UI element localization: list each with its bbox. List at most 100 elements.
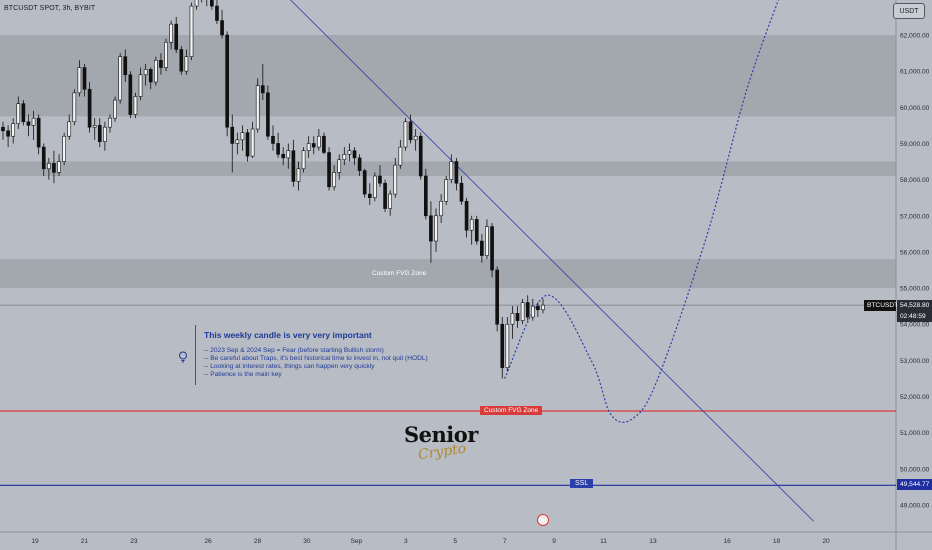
candle-body-down	[429, 215, 433, 242]
candle	[383, 179, 387, 213]
x-tick-label: 3	[404, 538, 408, 545]
candle	[291, 139, 296, 187]
candle-body-up	[240, 132, 245, 141]
candle	[541, 298, 545, 314]
candle-body-up	[342, 154, 347, 161]
candle	[72, 89, 77, 126]
candle	[454, 157, 459, 191]
event-marker-icon[interactable]	[537, 514, 549, 526]
candle	[159, 53, 163, 75]
candle	[424, 168, 428, 220]
y-tick-label: 55,000.00	[900, 286, 930, 293]
candle	[235, 132, 240, 155]
candle-body-up	[393, 164, 398, 195]
candle-body-down	[6, 130, 10, 137]
candle-body-down	[26, 121, 31, 126]
candle-body-up	[169, 23, 173, 43]
candle	[36, 114, 41, 155]
candle	[362, 168, 367, 198]
candle	[510, 306, 515, 339]
candle	[103, 121, 107, 151]
analysis-note[interactable]: This weekly candle is very very importan…	[195, 325, 435, 385]
candle-body-down	[220, 20, 224, 36]
candle-body-up	[469, 219, 474, 231]
candle	[179, 45, 184, 75]
candle-body-up	[77, 67, 82, 94]
candle-body-down	[21, 103, 26, 123]
candle-body-down	[418, 135, 423, 177]
candle	[311, 136, 316, 155]
candle	[536, 302, 540, 317]
candle-body-up	[143, 69, 148, 76]
candle	[347, 143, 352, 162]
candle-body-down	[271, 135, 275, 144]
x-tick-label: 5	[453, 538, 457, 545]
candle	[133, 92, 138, 119]
candle-body-up	[16, 103, 21, 124]
candle	[520, 298, 525, 325]
candle	[245, 129, 250, 162]
x-tick-label: 18	[773, 538, 781, 545]
candle	[439, 194, 443, 223]
x-tick-label: 21	[81, 538, 89, 545]
candle	[57, 154, 61, 176]
candle-body-up	[235, 139, 240, 144]
candle-body-up	[184, 56, 189, 72]
candle	[1, 121, 5, 140]
candle-body-up	[92, 125, 97, 128]
candle-body-up	[444, 179, 449, 202]
candle	[67, 114, 72, 140]
candle-body-up	[57, 161, 61, 173]
candle	[306, 136, 311, 158]
candle	[164, 38, 168, 72]
candle-body-up	[403, 121, 408, 148]
y-tick-label: 52,000.00	[900, 394, 930, 401]
candle	[260, 63, 265, 101]
candle-body-down	[464, 201, 469, 231]
candle	[281, 147, 286, 166]
candle-body-up	[286, 150, 291, 159]
candle-body-down	[148, 69, 153, 83]
candle-body-up	[317, 135, 321, 148]
x-tick-label: 30	[303, 538, 311, 545]
fvg-zone-upper-label: Custom FVG Zone	[372, 270, 427, 277]
candle	[77, 60, 82, 97]
candle-body-down	[210, 0, 214, 7]
candle-body-up	[296, 168, 301, 182]
candle	[398, 139, 403, 169]
candle	[184, 49, 189, 75]
candle	[118, 53, 122, 104]
candle-body-down	[128, 74, 133, 115]
candle-body-up	[11, 123, 16, 137]
candle	[194, 0, 199, 10]
candle	[26, 114, 31, 137]
candle-body-down	[536, 305, 540, 311]
candle-body-up	[47, 163, 51, 170]
candle-body-down	[291, 150, 296, 182]
candle-body-up	[67, 121, 72, 137]
candle-body-up	[189, 5, 194, 57]
candle	[138, 67, 143, 101]
candle	[169, 20, 173, 50]
x-tick-label: 13	[649, 538, 657, 545]
candle	[11, 118, 16, 144]
x-tick-label: 26	[204, 538, 212, 545]
candle-body-up	[332, 172, 336, 188]
x-tick-label: 19	[31, 538, 39, 545]
candle	[41, 143, 46, 176]
currency-selector[interactable]: USDT	[893, 3, 925, 19]
x-tick-label: 11	[600, 538, 607, 545]
y-tick-label: 62,000.00	[900, 33, 930, 40]
candle	[123, 49, 128, 82]
candle	[82, 63, 87, 97]
candle-body-up	[103, 126, 107, 142]
candle	[108, 114, 112, 133]
candle	[337, 154, 342, 180]
candle	[418, 132, 423, 180]
candle-body-up	[113, 99, 117, 119]
candle-body-up	[530, 305, 535, 318]
candle	[525, 295, 530, 321]
candle	[154, 56, 158, 86]
